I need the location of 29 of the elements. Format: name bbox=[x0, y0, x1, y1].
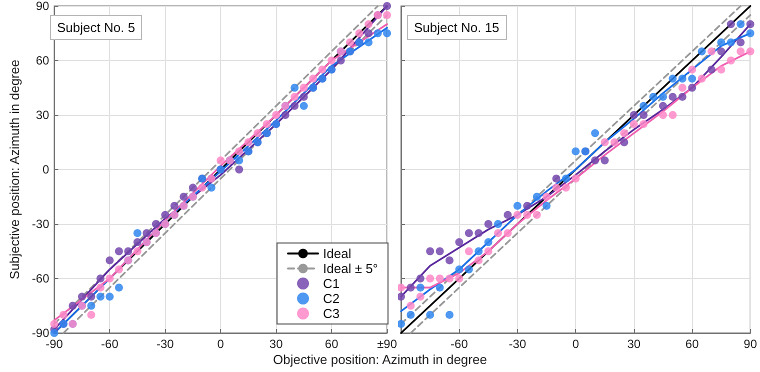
text: Subject No. 15 bbox=[414, 20, 500, 35]
x-tick-label: 90 bbox=[744, 337, 758, 351]
x-tick-label: -60 bbox=[101, 337, 119, 351]
y-tick-label: -60 bbox=[32, 272, 50, 286]
y-axis-title: Subjective position: Azimuth in degree bbox=[7, 60, 22, 280]
y-tick-label: 30 bbox=[36, 108, 50, 122]
legend-label: Ideal bbox=[323, 246, 352, 261]
legend-label: Ideal ± 5° bbox=[323, 261, 378, 276]
x-tick-label: -30 bbox=[156, 337, 174, 351]
y-tick-label: 60 bbox=[36, 54, 50, 68]
x-tick-label: 0 bbox=[572, 337, 580, 351]
x-tick-label: 30 bbox=[627, 337, 641, 351]
y-tick-label: 90 bbox=[36, 0, 50, 13]
x-tick-label: -30 bbox=[508, 337, 526, 351]
x-tick-label: 60 bbox=[324, 337, 339, 351]
x-tick-label: -90 bbox=[46, 337, 64, 351]
legend-label: C2 bbox=[323, 291, 340, 306]
x-tick-label: 0 bbox=[217, 337, 224, 351]
y-tick-label: 0 bbox=[42, 162, 50, 176]
x-tick-label: -60 bbox=[450, 337, 468, 351]
x-tick-label: ±90 bbox=[377, 337, 398, 351]
legend-label: C1 bbox=[323, 276, 340, 291]
x-axis-title: Objective position: Azimuth in degree bbox=[272, 352, 488, 367]
y-tick-label: -90 bbox=[32, 326, 50, 340]
x-tick-label: 60 bbox=[685, 337, 700, 351]
x-tick-label: 30 bbox=[269, 337, 284, 351]
legend-label: C3 bbox=[323, 306, 340, 321]
text: Subject No. 5 bbox=[57, 20, 136, 35]
y-tick-label: -30 bbox=[32, 217, 50, 231]
